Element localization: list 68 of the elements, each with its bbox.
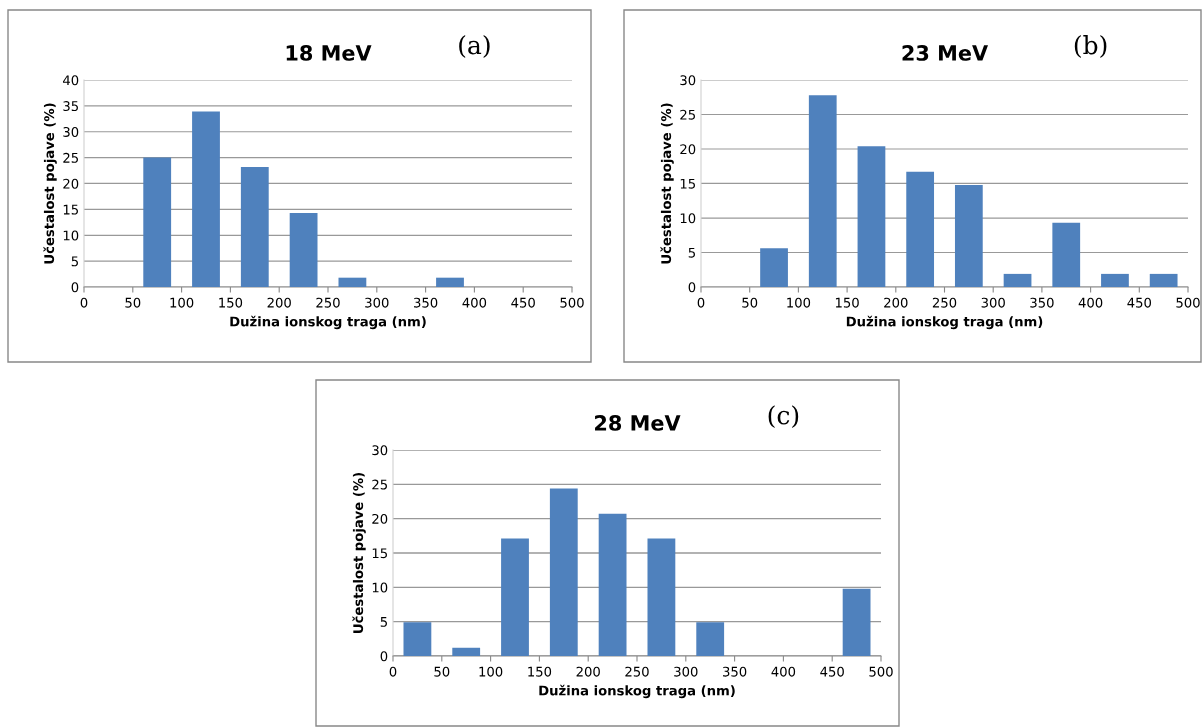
x-tick-label: 250 [625, 666, 649, 677]
x-tick-label: 350 [723, 666, 747, 677]
x-tick-label: 150 [528, 666, 552, 677]
y-tick-label: 35 [63, 101, 78, 112]
x-tick-label: 350 [414, 297, 438, 308]
x-tick-label: 150 [219, 297, 243, 308]
y-axis-title: Učestalost pojave (%) [660, 103, 674, 264]
y-tick-label: 0 [688, 282, 696, 293]
x-tick-label: 500 [869, 666, 893, 677]
x-tick-label: 300 [365, 297, 389, 308]
x-tick-label: 300 [981, 297, 1005, 308]
y-tick-label: 25 [372, 479, 387, 490]
x-tick-label: 250 [932, 297, 957, 308]
x-tick-label: 350 [1030, 297, 1054, 308]
y-axis-title: Učestalost pojave (%) [43, 103, 57, 264]
y-tick-label: 40 [62, 75, 79, 86]
x-tick-label: 500 [560, 297, 584, 308]
x-tick-label: 200 [267, 297, 291, 308]
y-axis-title: Učestalost pojave (%) [352, 473, 366, 633]
x-tick-label: 0 [697, 297, 705, 308]
x-tick-label: 0 [80, 297, 88, 308]
x-tick-label: 400 [1078, 297, 1103, 308]
x-tick-label: 400 [462, 297, 487, 308]
text: (b) [1074, 35, 1107, 58]
text: (c) [768, 405, 799, 429]
x-tick-label: 400 [771, 666, 796, 677]
y-tick-label: 20 [372, 513, 388, 524]
x-axis-title: Dužina ionskog traga (nm) [539, 684, 735, 699]
x-tick-label: 300 [674, 666, 698, 677]
text: (a) [459, 35, 490, 58]
x-tick-label: 50 [125, 297, 141, 308]
x-tick-label: 100 [170, 297, 194, 308]
y-tick-label: 5 [71, 256, 78, 267]
x-tick-label: 450 [1127, 297, 1152, 308]
chart-title: 18 MeV [286, 45, 372, 61]
x-tick-label: 250 [316, 297, 340, 308]
x-axis-title: Dužina ionskog traga (nm) [846, 315, 1043, 330]
x-tick-label: 200 [884, 297, 908, 308]
y-tick-label: 30 [372, 445, 388, 456]
x-tick-label: 450 [511, 297, 535, 308]
y-tick-label: 30 [63, 126, 79, 137]
x-tick-label: 450 [820, 666, 844, 677]
y-tick-label: 25 [63, 152, 78, 163]
x-tick-label: 200 [576, 666, 600, 677]
y-tick-label: 20 [63, 178, 79, 189]
chart-title: 28 MeV [595, 415, 681, 431]
y-tick-label: 15 [63, 204, 78, 215]
y-tick-label: 10 [372, 582, 388, 593]
y-tick-label: 30 [680, 75, 696, 86]
y-tick-label: 5 [688, 247, 695, 258]
y-tick-label: 10 [680, 213, 696, 224]
x-tick-label: 0 [389, 666, 397, 677]
y-tick-label: 25 [680, 109, 695, 120]
y-tick-label: 15 [372, 548, 387, 559]
y-tick-label: 0 [380, 651, 388, 662]
y-tick-label: 0 [71, 282, 79, 293]
x-axis-title: Dužina ionskog traga (nm) [230, 315, 426, 330]
chart-title: 23 MeV [902, 45, 989, 61]
y-tick-label: 10 [63, 230, 79, 241]
y-tick-label: 5 [380, 617, 387, 627]
x-tick-label: 100 [479, 666, 503, 677]
x-tick-label: 100 [787, 297, 811, 308]
x-tick-label: 150 [835, 297, 859, 308]
x-tick-label: 50 [434, 666, 450, 677]
x-tick-label: 50 [742, 297, 758, 308]
x-tick-label: 500 [1176, 297, 1200, 308]
y-tick-label: 15 [680, 178, 695, 189]
y-tick-label: 20 [680, 144, 696, 155]
